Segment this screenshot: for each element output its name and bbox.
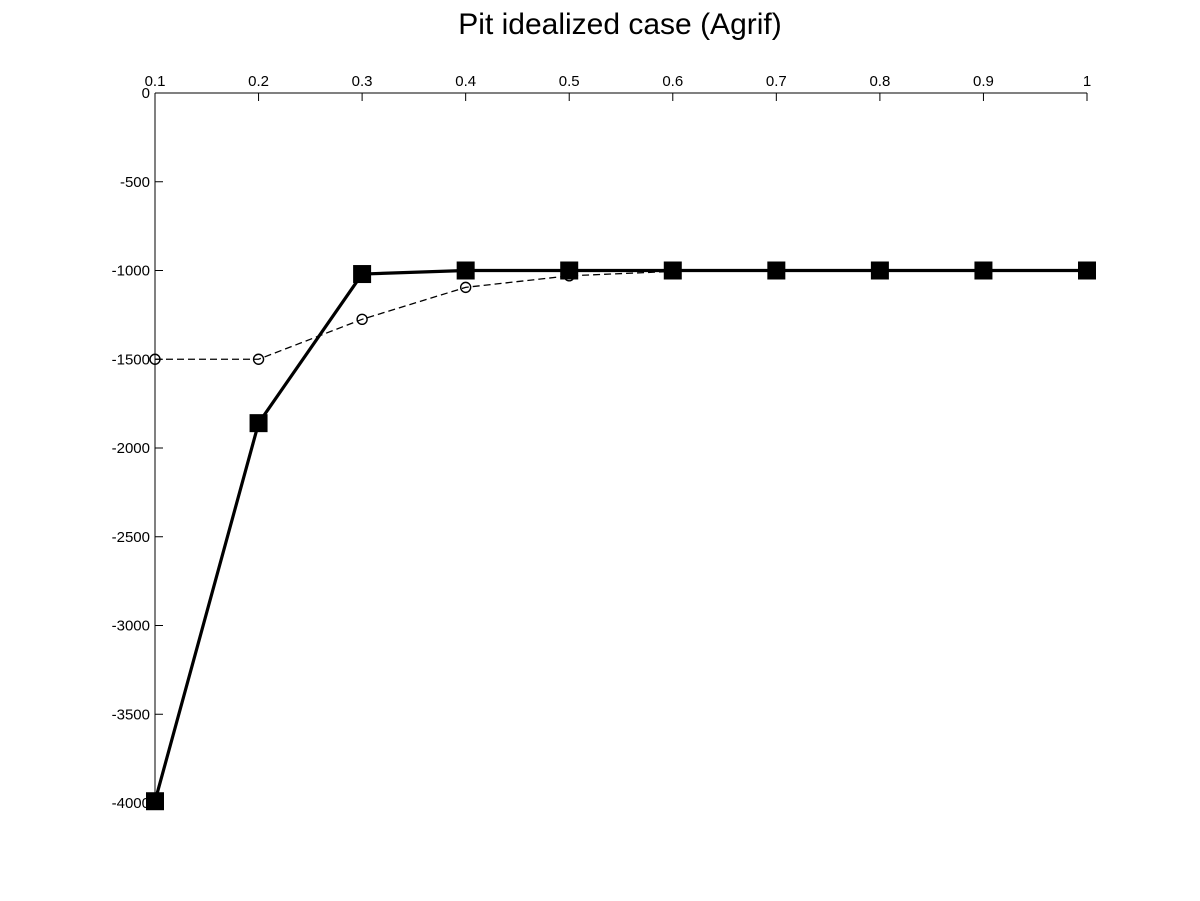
y-axis-ticks: 0 -500 -1000 -1500 -2000 -2500 -3000 -3500 -4000	[112, 85, 163, 812]
data-point	[767, 261, 786, 280]
x-axis-ticks: 0.1 0.2 0.3 0.4 0.5 0.6 0.7 0.8 0.9 1	[145, 73, 1091, 101]
x-tick-label: 0.4	[455, 73, 476, 90]
y-tick-label: -1500	[112, 351, 150, 368]
chart-title: Pit idealized case (Agrif)	[458, 8, 782, 41]
data-point	[1078, 261, 1096, 280]
data-series	[146, 261, 1096, 811]
data-point	[249, 414, 268, 433]
data-point	[356, 313, 368, 326]
x-tick-label: 0.5	[559, 73, 580, 90]
x-tick-label: 0.2	[248, 73, 269, 90]
data-point	[353, 265, 372, 284]
data-point	[456, 261, 475, 280]
y-tick-label: -3500	[112, 706, 150, 723]
data-point	[252, 353, 265, 365]
series-solid-thick	[146, 261, 1096, 811]
data-point	[974, 261, 993, 280]
x-tick-label: 1	[1083, 73, 1091, 90]
data-point	[459, 281, 472, 294]
series-line	[155, 269, 1087, 360]
x-tick-label: 0.6	[662, 73, 683, 90]
x-tick-label: 0.9	[973, 73, 994, 90]
x-tick-label: 0.8	[869, 73, 890, 90]
y-tick-label: -2500	[112, 529, 150, 546]
x-tick-label: 0.1	[145, 73, 166, 90]
data-point	[663, 261, 682, 280]
data-point	[149, 353, 161, 365]
y-tick-label: 0	[142, 85, 150, 102]
series-dashed	[149, 264, 1093, 365]
y-tick-label: -3000	[112, 618, 150, 635]
x-tick-label: 0.3	[352, 73, 373, 90]
data-point	[146, 792, 164, 811]
x-tick-label: 0.7	[766, 73, 787, 90]
y-tick-label: -500	[120, 174, 150, 191]
y-tick-label: -1000	[112, 263, 150, 280]
y-tick-label: -4000	[112, 795, 150, 812]
data-point	[870, 261, 889, 280]
data-point	[560, 261, 579, 280]
axes	[154, 92, 1087, 803]
series-line	[153, 268, 1087, 802]
y-tick-label: -2000	[112, 440, 150, 457]
